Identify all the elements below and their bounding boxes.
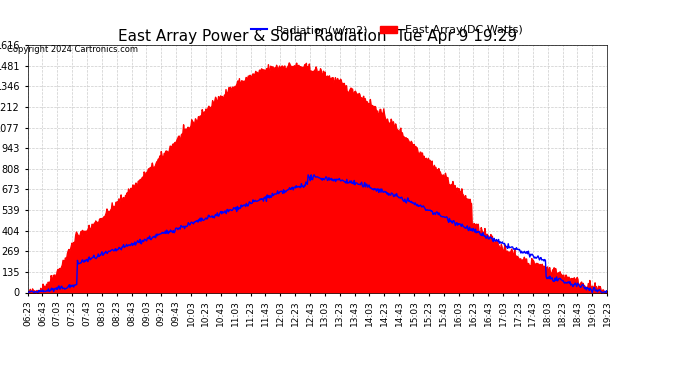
Text: Copyright 2024 Cartronics.com: Copyright 2024 Cartronics.com	[7, 45, 138, 54]
Legend: Radiation(w/m2), East Array(DC Watts): Radiation(w/m2), East Array(DC Watts)	[246, 21, 528, 40]
Title: East Array Power & Solar Radiation  Tue Apr 9 19:29: East Array Power & Solar Radiation Tue A…	[118, 29, 517, 44]
